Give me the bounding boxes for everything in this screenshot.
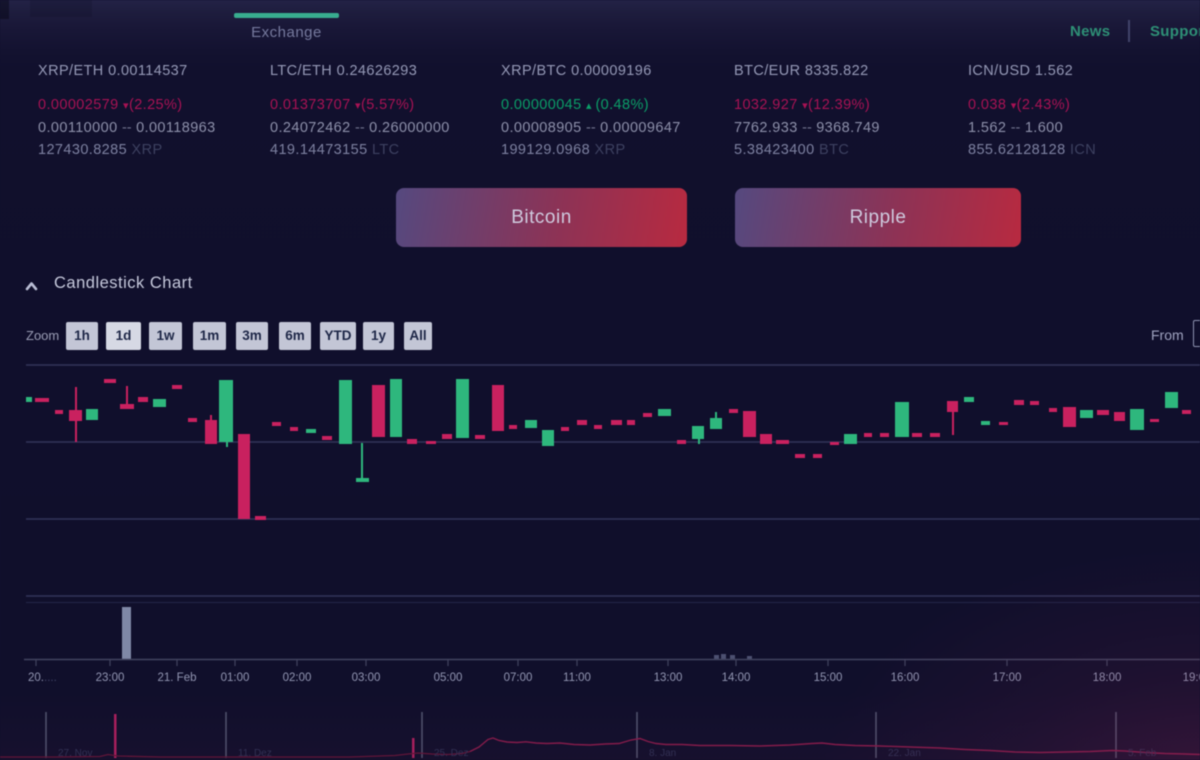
svg-text:11. Dez: 11. Dez [238,748,272,759]
svg-text:20.: 20. [28,672,44,684]
svg-text:05:00: 05:00 [434,672,463,684]
svg-text:15:00: 15:00 [814,672,843,684]
svg-text:22. Jan: 22. Jan [888,748,921,759]
svg-text:17:00: 17:00 [993,672,1022,684]
svg-text:....: .... [44,672,57,684]
svg-text:5. Feb: 5. Feb [1128,748,1157,759]
svg-text:27. Nov: 27. Nov [58,748,92,759]
svg-text:8. Jan: 8. Jan [649,748,676,759]
svg-text:25. Dez: 25. Dez [434,748,468,759]
svg-text:11:00: 11:00 [563,672,591,684]
svg-text:16:00: 16:00 [891,672,920,684]
svg-text:01:00: 01:00 [221,672,250,684]
svg-text:02:00: 02:00 [283,672,312,684]
svg-text:03:00: 03:00 [352,672,381,684]
svg-text:21. Feb: 21. Feb [158,672,197,684]
svg-text:07:00: 07:00 [504,672,533,684]
svg-text:23:00: 23:00 [96,672,125,684]
svg-text:14:00: 14:00 [722,672,751,684]
svg-text:13:00: 13:00 [654,672,683,684]
svg-text:18:00: 18:00 [1093,672,1122,684]
svg-text:19:00: 19:00 [1183,672,1200,684]
